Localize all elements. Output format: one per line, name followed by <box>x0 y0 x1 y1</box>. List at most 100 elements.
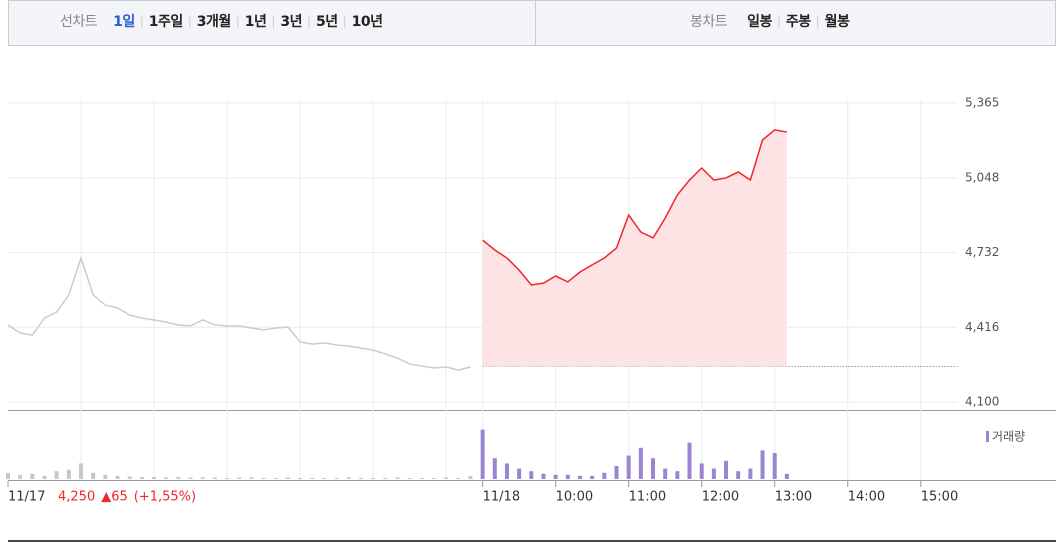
y-tick-label: 4,416 <box>965 320 999 334</box>
volume-bar <box>249 477 254 479</box>
tab-label: 선차트 <box>60 14 98 30</box>
volume-bar <box>553 474 558 479</box>
volume-bar <box>760 450 765 479</box>
volume-bar <box>724 460 729 479</box>
volume-bar <box>237 477 242 479</box>
volume-bar <box>79 463 84 479</box>
volume-bar <box>383 477 388 479</box>
volume-bar <box>261 477 266 479</box>
price-change-pct: (+1,55%) <box>134 490 196 505</box>
x-tick-label: 11:00 <box>629 490 666 505</box>
volume-bar <box>711 468 716 479</box>
volume-bar <box>322 477 327 479</box>
volume-bar <box>687 442 692 479</box>
tab[interactable]: 월봉 <box>825 13 851 30</box>
volume-bar <box>784 473 789 479</box>
volume-bar <box>91 472 96 479</box>
y-tick-label: 4,732 <box>965 245 999 259</box>
volume-bar <box>577 475 582 479</box>
volume-bar <box>480 429 485 479</box>
volume-bar <box>334 477 339 479</box>
volume-bar <box>127 476 132 479</box>
tab[interactable]: 3개월 <box>197 13 232 30</box>
y-tick-label: 5,048 <box>965 170 999 184</box>
x-tick-label: 15:00 <box>921 490 958 505</box>
tab[interactable]: 1일 <box>113 14 135 30</box>
volume-bar <box>273 477 278 479</box>
x-tick-label: 14:00 <box>848 490 885 505</box>
volume-bar <box>772 453 777 479</box>
tab[interactable]: 1주일 <box>149 14 184 30</box>
volume-bar <box>419 477 424 479</box>
tab-label: 봉차트 <box>690 14 728 30</box>
tab[interactable]: 3년 <box>280 14 302 30</box>
volume-bar <box>529 471 534 479</box>
volume-bar <box>30 473 35 479</box>
volume-bar <box>285 477 290 479</box>
volume-bar <box>504 463 509 479</box>
volume-bar <box>164 477 169 479</box>
x-tick-label: 11/17 <box>8 490 45 505</box>
volume-bar <box>736 471 741 479</box>
volume-bar <box>395 477 400 479</box>
volume-bar <box>152 476 157 479</box>
volume-bar <box>358 477 363 479</box>
volume-bar <box>103 474 108 479</box>
volume-bar <box>310 477 315 479</box>
tab[interactable]: 일봉 <box>747 14 773 30</box>
volume-bar <box>541 473 546 479</box>
volume-bar <box>298 477 303 479</box>
price-line <box>7 255 471 371</box>
tab[interactable]: 주봉 <box>786 14 812 30</box>
volume-bar <box>212 477 217 479</box>
tab-group: 선차트 1일 1주일 3개월 1년 3년 5년 10년 <box>60 13 383 30</box>
volume-bar <box>492 458 497 479</box>
tab-group: 봉차트 일봉 주봉 월봉 <box>690 13 851 30</box>
volume-bar <box>444 477 449 479</box>
volume-bar <box>176 476 181 479</box>
y-tick-label: 5,365 <box>965 96 999 110</box>
tab[interactable]: 5년 <box>316 14 338 30</box>
x-tick-label: 13:00 <box>775 490 812 505</box>
volume-bar <box>626 455 631 479</box>
volume-bar <box>66 469 71 479</box>
volume-bar <box>200 477 205 479</box>
volume-bar <box>371 477 376 479</box>
tab[interactable]: 1년 <box>245 14 267 30</box>
tab-bar <box>8 0 1056 46</box>
x-tick-label: 10:00 <box>556 490 593 505</box>
volume-bar <box>468 475 473 479</box>
volume-bar <box>188 477 193 479</box>
volume-bar <box>54 471 59 479</box>
volume-bar <box>699 463 704 479</box>
volume-bar <box>6 472 10 479</box>
volume-bar <box>565 474 570 479</box>
volume-bar <box>651 458 656 479</box>
price-change: ▲65 <box>101 490 128 505</box>
volume-bar <box>517 468 522 479</box>
volume-bar <box>18 474 23 479</box>
volume-bar <box>602 472 607 479</box>
reference-price: 4,250 <box>58 490 95 505</box>
volume-bar <box>139 476 144 479</box>
volume-bar <box>346 477 351 479</box>
volume-bar <box>115 475 120 479</box>
volume-bar <box>675 471 680 479</box>
price-line <box>482 129 788 286</box>
tab[interactable]: 10년 <box>352 14 383 30</box>
legend-swatch <box>986 431 989 442</box>
volume-bar <box>748 468 753 479</box>
legend-label: 거래량 <box>992 430 1025 444</box>
y-tick-label: 4,100 <box>965 395 999 409</box>
volume-bar <box>456 477 461 479</box>
volume-bar <box>663 468 668 479</box>
area-fill <box>482 129 787 367</box>
volume-bar <box>407 477 412 479</box>
x-tick-label: 11/18 <box>483 490 520 505</box>
volume-bar <box>638 447 643 479</box>
volume-bar <box>614 466 619 479</box>
volume-bar <box>225 477 230 479</box>
x-tick-label: 12:00 <box>702 490 739 505</box>
